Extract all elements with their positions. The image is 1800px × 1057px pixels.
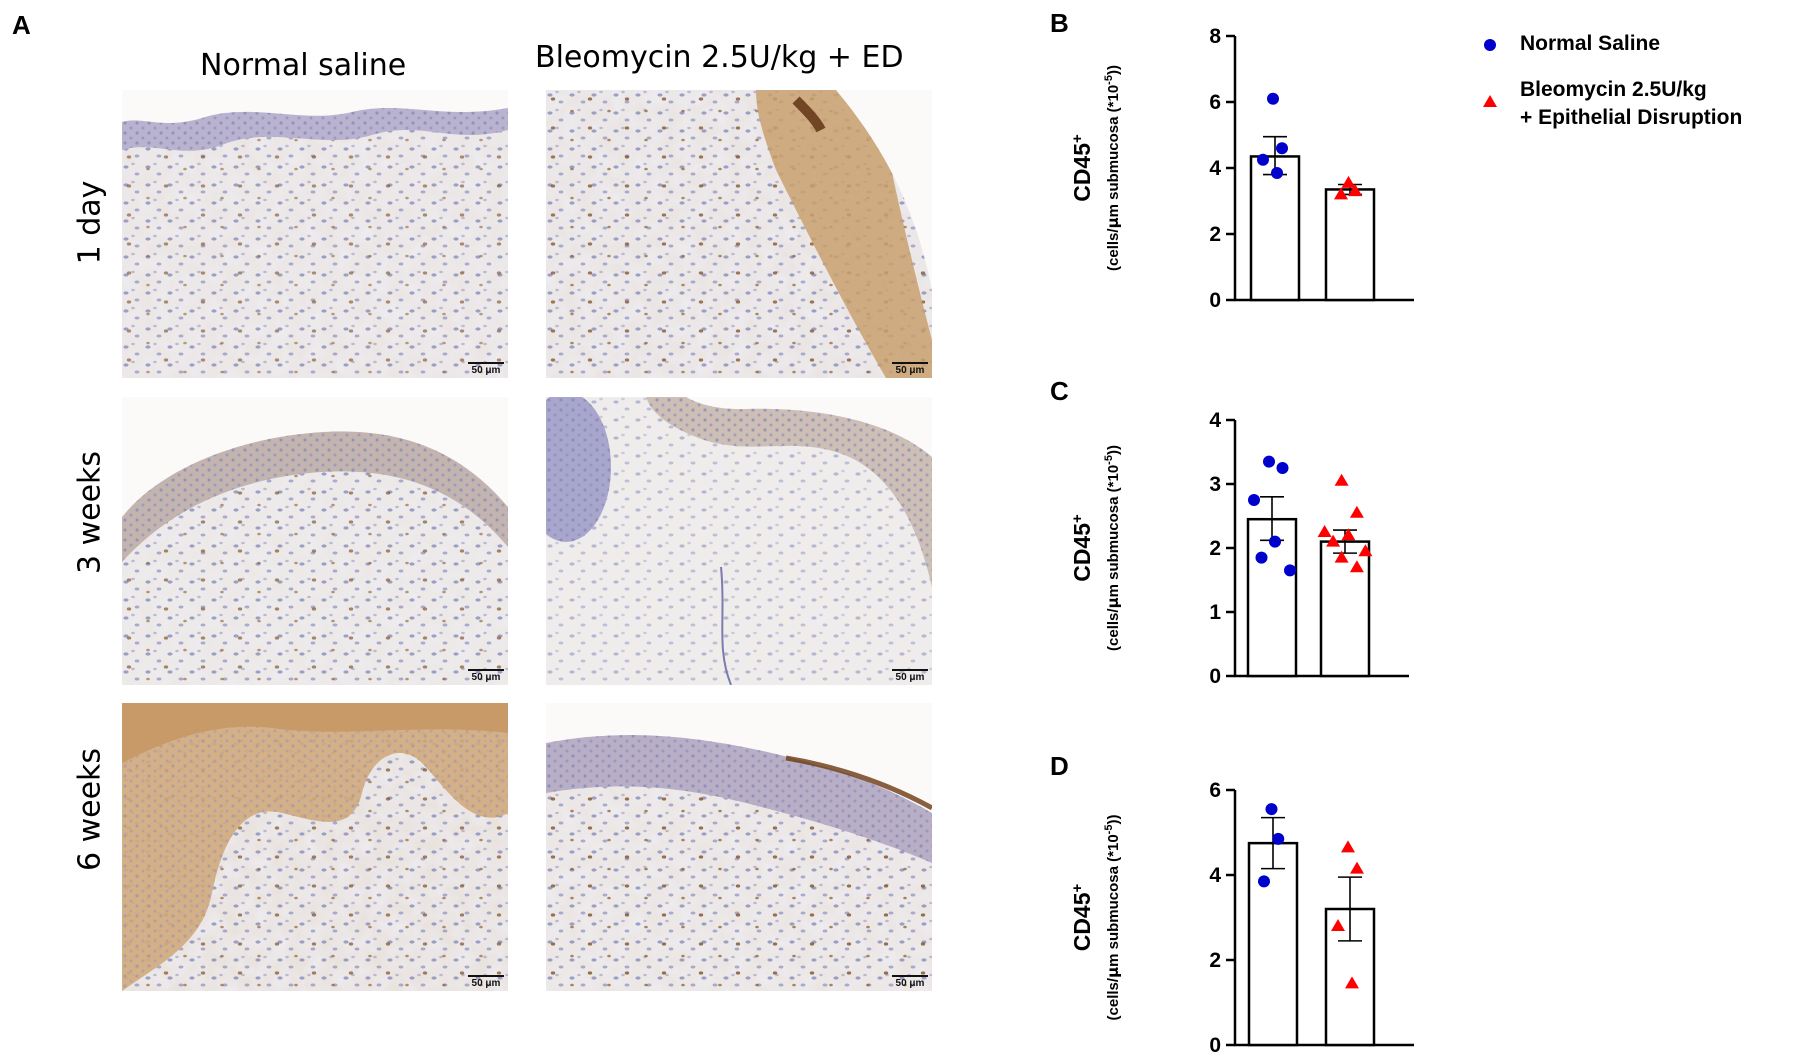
y-axis-sublabel: (cells/μm submucosa (*10-5)): [1103, 65, 1122, 271]
bar-saline: [1247, 841, 1299, 1047]
point-saline: [1276, 142, 1288, 155]
point-saline: [1271, 166, 1283, 179]
legend-item-bleomycin: Bleomycin 2.5U/kg + Epithelial Disruptio…: [1482, 76, 1782, 136]
bar-bleomycin: [1319, 540, 1371, 678]
micrograph-3weeks-bleomycin: 50 μm: [546, 397, 932, 685]
point-bleomycin: [1334, 473, 1349, 486]
point-saline: [1276, 462, 1289, 474]
scale-bar: 50 μm: [468, 362, 504, 376]
bar-saline: [1246, 517, 1298, 678]
y-tick-label: 0: [1209, 665, 1221, 688]
point-bleomycin: [1326, 534, 1341, 547]
point-bleomycin: [1334, 550, 1349, 563]
y-label-sup: +: [1069, 514, 1086, 523]
svg-text:CD45+: CD45+: [1069, 883, 1096, 951]
column-title-bleomycin: Bleomycin 2.5U/kg + ED: [535, 40, 904, 75]
svg-text:(cells/μm submucosa (*10-5)): (cells/μm submucosa (*10-5)): [1103, 445, 1122, 651]
y-tick-label: 6: [1209, 91, 1221, 114]
y-tick-label: 1: [1209, 601, 1221, 624]
micrograph-1day-bleomycin: 50 μm: [546, 90, 932, 378]
legend-label-bleomycin-line2: + Epithelial Disruption: [1520, 106, 1743, 129]
point-bleomycin: [1334, 187, 1348, 200]
panel-letter-b: B: [1050, 8, 1069, 38]
row-label-3weeks: 3 weeks: [72, 450, 108, 575]
point-bleomycin: [1341, 175, 1356, 188]
svg-text:CD45+: CD45+: [1069, 134, 1096, 202]
chart-d: D 0 2 4 6 CD45+ (cells/μm submucosa (*10-5)): [1050, 751, 1414, 1057]
y-tick-label: 3: [1209, 473, 1221, 496]
legend-triangle-marker: [1483, 95, 1497, 107]
svg-text:(cells/μm submucosa (*10-5)): (cells/μm submucosa (*10-5)): [1103, 65, 1122, 271]
point-bleomycin: [1348, 184, 1363, 197]
y-axis-sublabel: (cells/μm submucosa (*10-5)): [1103, 445, 1122, 651]
y-tick-label: 6: [1209, 779, 1221, 802]
legend-circle-marker: [1484, 39, 1496, 51]
point-saline: [1265, 803, 1278, 816]
bar-saline: [1249, 155, 1301, 302]
micrograph-1day-saline: 50 μm: [122, 90, 508, 378]
panel-letter-d: D: [1050, 751, 1069, 781]
svg-text:CD45+: CD45+: [1069, 514, 1096, 582]
point-saline: [1267, 92, 1279, 105]
point-bleomycin: [1350, 861, 1364, 874]
legend: Normal Saline Bleomycin 2.5U/kg + Epithe…: [1482, 30, 1782, 136]
point-bleomycin: [1358, 544, 1373, 557]
scale-bar: 50 μm: [892, 362, 928, 376]
point-saline: [1255, 551, 1268, 564]
y-label-main: CD45: [1069, 523, 1095, 582]
bar-bleomycin: [1324, 188, 1376, 302]
svg-text:(cells/μm submucosa (*10-5)): (cells/μm submucosa (*10-5)): [1103, 815, 1122, 1021]
point-bleomycin: [1345, 976, 1359, 989]
legend-label-saline: Normal Saline: [1520, 32, 1661, 55]
y-tick-label: 4: [1209, 409, 1221, 432]
point-saline: [1258, 875, 1270, 888]
point-saline: [1284, 564, 1296, 577]
y-tick-label: 8: [1209, 25, 1221, 48]
point-bleomycin: [1341, 528, 1356, 541]
point-saline: [1263, 455, 1275, 468]
panel-letter-c: C: [1050, 376, 1069, 406]
y-axis-label: CD45+: [1069, 134, 1096, 202]
chart-b: B 0 2 4 6 8 CD45+ (cells/μm submucosa (*10-5)): [1050, 8, 1414, 312]
row-label-1day: 1 day: [72, 180, 108, 265]
y-tick-label: 4: [1209, 864, 1221, 887]
y-tick-label: 0: [1209, 289, 1221, 312]
micrograph-6weeks-bleomycin: 50 μm: [546, 703, 932, 991]
point-bleomycin: [1317, 525, 1332, 537]
point-bleomycin: [1341, 840, 1355, 853]
point-saline: [1257, 153, 1269, 166]
micrograph-6weeks-saline: 50 μm: [122, 703, 508, 991]
y-tick-label: 2: [1209, 223, 1221, 246]
y-axis-sublabel: (cells/μm submucosa (*10-5)): [1103, 815, 1122, 1021]
row-label-6weeks: 6 weeks: [72, 747, 108, 872]
y-tick-label: 2: [1209, 537, 1221, 560]
micrograph-3weeks-saline: 50 μm: [122, 397, 508, 685]
scale-bar: 50 μm: [468, 975, 504, 989]
chart-c: C 0 1 2 3 4 CD45+ (cells/μm submucosa (*10-5)): [1050, 376, 1409, 688]
point-bleomycin: [1349, 560, 1364, 573]
y-tick-label: 2: [1209, 949, 1221, 972]
point-bleomycin: [1331, 919, 1345, 931]
panel-letter-a: A: [12, 10, 31, 40]
y-tick-label: 0: [1209, 1034, 1221, 1057]
y-label-main: CD45: [1069, 892, 1095, 951]
point-saline: [1248, 494, 1260, 506]
point-saline: [1269, 535, 1281, 548]
scale-bar: 50 μm: [892, 975, 928, 989]
point-saline: [1272, 832, 1285, 845]
y-label-main: CD45: [1069, 143, 1095, 202]
scale-bar: 50 μm: [892, 669, 928, 683]
point-bleomycin: [1349, 505, 1364, 518]
y-label-sup: +: [1069, 134, 1086, 143]
y-label-sup: +: [1069, 883, 1086, 892]
legend-label-bleomycin-line1: Bleomycin 2.5U/kg: [1520, 78, 1707, 101]
legend-item-saline: Normal Saline: [1482, 30, 1782, 60]
y-axis-label: CD45+: [1069, 514, 1096, 582]
column-title-saline: Normal saline: [200, 48, 407, 83]
y-tick-label: 4: [1209, 157, 1221, 180]
scale-bar: 50 μm: [468, 669, 504, 683]
y-axis-label: CD45+: [1069, 883, 1096, 951]
